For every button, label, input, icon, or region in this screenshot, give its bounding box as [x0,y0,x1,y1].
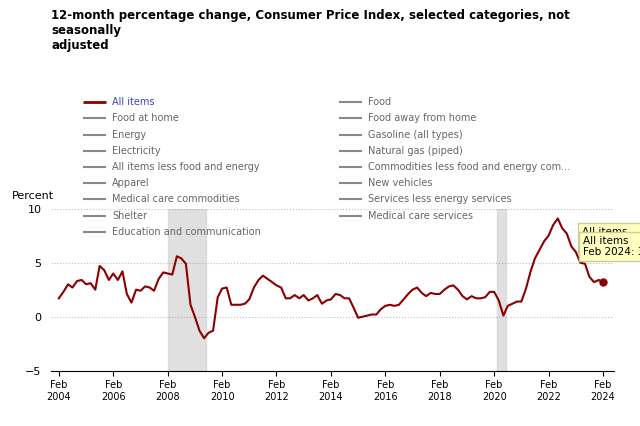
Text: All items
Feb 2024: 3.2%: All items Feb 2024: 3.2% [583,236,640,257]
Text: All items: All items [112,97,154,107]
Text: Food at home: Food at home [112,113,179,124]
Text: Medical care commodities: Medical care commodities [112,194,239,204]
Text: Energy: Energy [112,130,146,140]
Text: Shelter: Shelter [112,210,147,221]
Text: New vehicles: New vehicles [368,178,433,188]
Text: Food away from home: Food away from home [368,113,476,124]
Text: 12-month percentage change, Consumer Price Index, selected categories, not seaso: 12-month percentage change, Consumer Pri… [51,9,570,52]
Text: Food: Food [368,97,391,107]
Text: Apparel: Apparel [112,178,150,188]
Bar [168,209,206,371]
Bar [497,209,506,371]
Text: Medical care services: Medical care services [368,210,473,221]
Text: Electricity: Electricity [112,146,161,156]
Text: All items less food and energy: All items less food and energy [112,162,260,172]
Text: All items
Feb 2024: 3.2%: All items Feb 2024: 3.2% [582,227,640,248]
Text: Services less energy services: Services less energy services [368,194,511,204]
Text: Natural gas (piped): Natural gas (piped) [368,146,463,156]
Text: Commodities less food and energy com...: Commodities less food and energy com... [368,162,570,172]
Text: Gasoline (all types): Gasoline (all types) [368,130,463,140]
Text: Percent: Percent [12,191,54,201]
Text: Education and communication: Education and communication [112,227,261,237]
